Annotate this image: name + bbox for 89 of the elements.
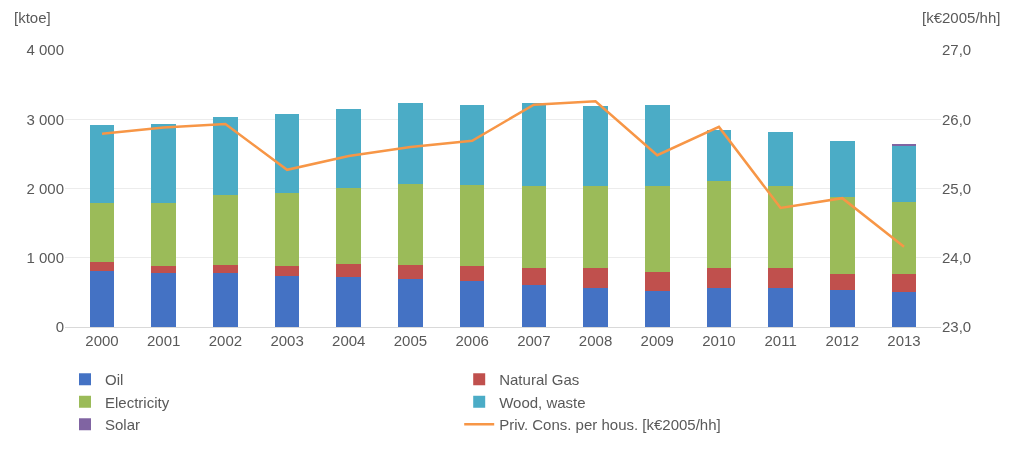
x-tick-label: 2011 — [764, 332, 797, 349]
bar — [459, 281, 485, 327]
bar — [521, 268, 547, 286]
x-tick-label: 2013 — [887, 332, 921, 349]
legend-label: Oil — [105, 371, 124, 389]
legend-label: Solar — [105, 416, 141, 434]
bar — [891, 202, 917, 274]
bar — [213, 117, 238, 196]
bar — [706, 129, 732, 181]
bar — [521, 185, 547, 269]
x-tick-label: 2001 — [147, 332, 181, 349]
legend-label: Wood, waste — [499, 393, 586, 411]
x-tick-label: 2002 — [208, 332, 243, 349]
bar — [891, 292, 917, 327]
bar — [768, 268, 793, 288]
y2-axis-title: [k€2005/hh] — [922, 9, 1001, 26]
x-tick-label: 2012 — [825, 332, 859, 349]
legend-label: Priv. Cons. per hous. [k€2005/hh] — [499, 416, 721, 434]
y-tick-label: 0 — [55, 318, 64, 336]
line-series — [100, 99, 906, 248]
bar — [336, 108, 362, 188]
x-tick-label: 2004 — [332, 332, 366, 349]
x-tick-label: 2007 — [517, 332, 551, 349]
bar — [151, 203, 177, 267]
bar — [829, 273, 855, 290]
bar — [398, 184, 423, 266]
bar — [274, 266, 300, 277]
x-tick-label: 2003 — [270, 332, 304, 349]
bar — [891, 273, 917, 293]
bar — [151, 272, 177, 327]
bar — [583, 106, 608, 186]
bar — [891, 145, 917, 203]
bar — [768, 132, 793, 186]
bar — [829, 140, 855, 197]
bar — [151, 266, 177, 273]
bar — [768, 185, 793, 269]
bar — [398, 103, 423, 185]
bar — [829, 289, 855, 327]
bar — [89, 261, 115, 271]
bar — [829, 196, 855, 274]
y-tick-label: 4 000 — [26, 41, 64, 59]
x-tick-label: 2000 — [85, 332, 119, 349]
y-tick-label: 1 000 — [26, 249, 64, 266]
x-tick-label: 2005 — [393, 332, 428, 349]
legend-label: Natural Gas — [499, 371, 580, 389]
x-tick-label: 2008 — [578, 332, 613, 349]
bar — [768, 287, 793, 327]
bar — [336, 277, 362, 327]
bar — [213, 195, 238, 265]
bar — [644, 272, 670, 291]
bar — [459, 104, 485, 186]
bar — [521, 285, 547, 327]
bar — [89, 203, 115, 262]
bar — [274, 192, 300, 267]
bar — [644, 104, 670, 186]
y-tick-label: 3 000 — [26, 110, 64, 128]
bar — [459, 185, 485, 267]
y2-tick-label: 25,0 — [942, 179, 972, 197]
bar — [706, 180, 732, 269]
bar — [89, 270, 115, 327]
y2-tick-label: 26,0 — [942, 110, 972, 128]
bar — [336, 263, 362, 278]
x-tick-label: 2009 — [640, 332, 674, 349]
y-tick-label: 2 000 — [26, 179, 64, 197]
bar — [644, 185, 670, 273]
legend-label: Electricity — [105, 393, 170, 411]
bar — [521, 103, 547, 186]
bar — [459, 266, 485, 282]
x-tick-label: 2006 — [455, 332, 489, 349]
bar — [583, 185, 608, 269]
bar — [398, 279, 423, 327]
bar — [398, 265, 423, 280]
bar — [89, 125, 115, 204]
bar — [706, 287, 732, 327]
x-tick-label: 2010 — [702, 332, 736, 349]
bar — [583, 268, 608, 288]
bar — [336, 187, 362, 264]
y2-tick-label: 23,0 — [942, 318, 972, 336]
y2-tick-label: 27,0 — [942, 41, 972, 59]
y-axis-title: [ktoe] — [14, 9, 51, 26]
bar — [583, 287, 608, 327]
bar — [706, 268, 732, 288]
bar — [274, 276, 300, 327]
bar — [213, 272, 238, 327]
bar — [274, 113, 300, 193]
bar — [213, 264, 238, 273]
bar — [151, 124, 177, 204]
y2-tick-label: 24,0 — [942, 249, 972, 266]
bar — [644, 290, 670, 327]
